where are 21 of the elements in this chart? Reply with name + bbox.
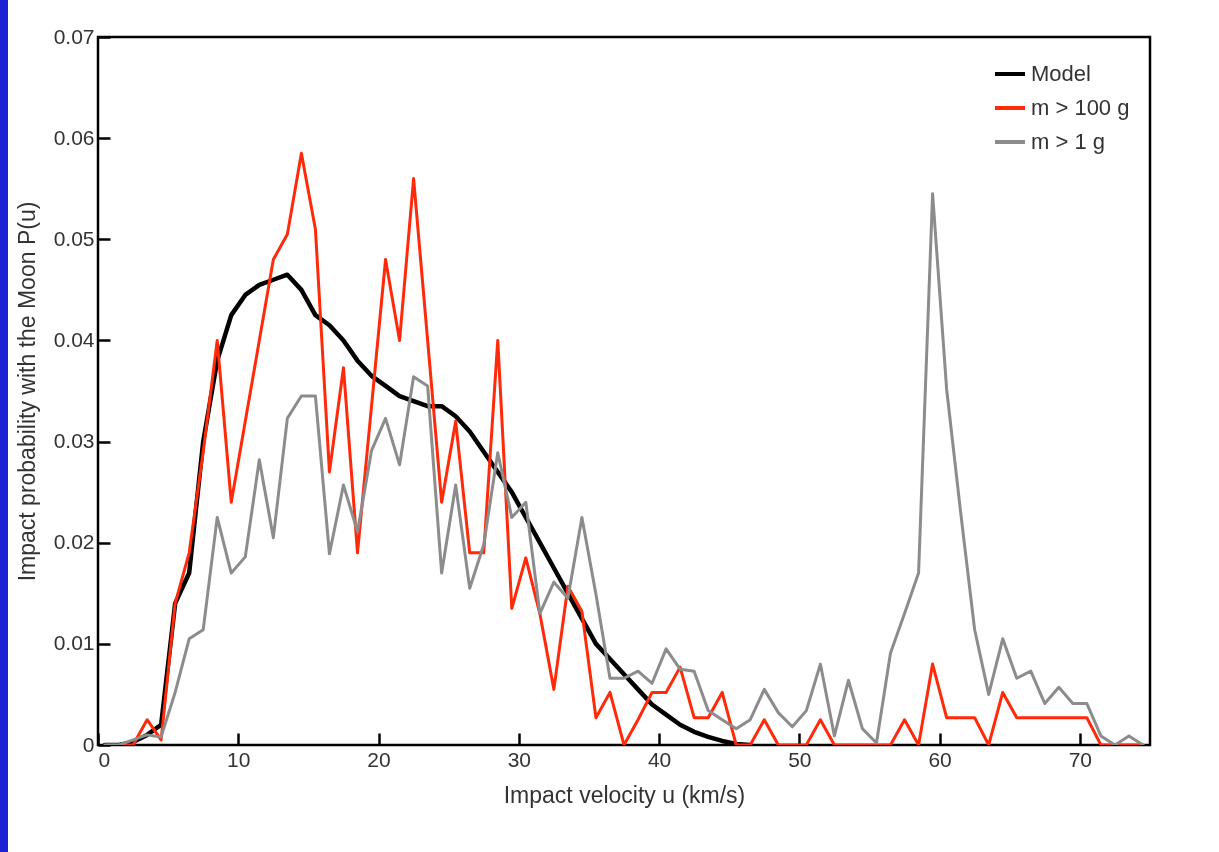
y-tick-label: 0.05	[53, 226, 95, 250]
x-tick-label: 10	[227, 747, 251, 771]
legend-label: Model	[1031, 61, 1091, 86]
y-tick-label: 0.03	[53, 429, 95, 453]
y-tick-label: 0.04	[53, 327, 95, 351]
y-tick-label: 0.02	[53, 530, 95, 554]
x-tick-label: 60	[928, 747, 952, 771]
y-tick-label: 0.01	[53, 631, 95, 655]
y-tick-label: 0.06	[53, 125, 95, 149]
x-tick-label: 20	[367, 747, 391, 771]
y-tick-label: 0.07	[53, 24, 95, 48]
y-axis-title: Impact probability with the Moon P(u)	[13, 201, 40, 582]
y-tick-label: 0	[82, 732, 95, 756]
x-tick-label: 0	[98, 747, 111, 771]
x-axis-title: Impact velocity u (km/s)	[503, 781, 746, 808]
x-tick-label: 30	[507, 747, 531, 771]
x-tick-label: 50	[788, 747, 812, 771]
x-tick-label: 70	[1068, 747, 1093, 771]
legend-label: m > 1 g	[1031, 129, 1105, 154]
x-tick-label: 40	[647, 747, 672, 771]
legend-label: m > 100 g	[1031, 95, 1130, 120]
